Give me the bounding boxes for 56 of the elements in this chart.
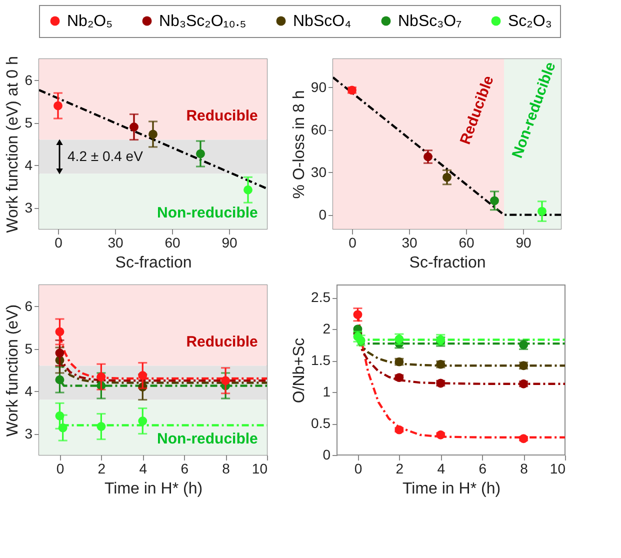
legend-label: NbScO₄	[293, 13, 352, 30]
x-tick-label: 0	[56, 460, 64, 476]
legend-label: Nb₃Sc₂O₁₀.₅	[159, 13, 246, 30]
y-tick-label: 6	[24, 72, 33, 88]
y-tick-label: 3	[24, 425, 33, 442]
y-axis-title: Work function (eV)	[4, 304, 22, 437]
y-tick-label: 3	[24, 199, 33, 216]
y-tick-label: 5	[24, 340, 33, 356]
y-tick-label: 5	[24, 114, 33, 130]
x-tick-label: 2	[98, 460, 106, 476]
y-tick-label: 0	[322, 446, 331, 462]
x-tick-label: 60	[458, 234, 474, 250]
y-tick-label: 2	[322, 320, 331, 337]
y-axis-title: Work function (eV) at 0 h	[4, 56, 22, 233]
x-tick-label: 30	[402, 234, 418, 250]
x-axis-title: Time in H* (h)	[104, 480, 203, 498]
y-tick-label: 0.5	[311, 415, 331, 432]
legend-label: Sc₂O₃	[508, 13, 552, 30]
x-tick-label: 10	[252, 460, 268, 476]
x-tick-label: 8	[222, 460, 230, 476]
y-tick-label: 4	[24, 382, 33, 399]
x-axis-title: Sc-fraction	[409, 254, 486, 272]
x-tick-label: 30	[108, 234, 124, 250]
y-tick-label: 6	[24, 298, 33, 314]
x-tick-label: 90	[222, 234, 238, 250]
band-label: Reducible	[186, 108, 258, 125]
x-tick-label: 0	[354, 460, 362, 476]
x-axis-title: Sc-fraction	[115, 254, 192, 272]
y-tick-label: 1	[322, 384, 331, 400]
x-tick-label: 8	[520, 460, 528, 476]
y-axis-title: O/Nb+Sc	[291, 338, 308, 404]
x-tick-label: 2	[396, 460, 404, 476]
y-tick-label: 90	[310, 78, 327, 95]
x-tick-label: 6	[180, 460, 189, 476]
legend-label: NbSc₃O₇	[398, 13, 462, 30]
x-axis-title: Time in H* (h)	[402, 480, 501, 498]
y-tick-label: 60	[310, 121, 327, 138]
y-tick-label: 30	[310, 164, 327, 180]
y-tick-label: 4	[24, 156, 33, 173]
band-label: Non-reducible	[157, 430, 258, 448]
y-tick-label: 1.5	[311, 352, 331, 368]
y-tick-label: 2.5	[311, 289, 331, 306]
y-tick-label: 0	[318, 206, 327, 222]
x-tick-label: 4	[139, 460, 148, 476]
band-label: 4.2 ± 0.4 eV	[68, 148, 144, 164]
x-tick-label: 0	[54, 234, 63, 250]
x-tick-label: 0	[348, 234, 357, 250]
x-tick-label: 10	[550, 460, 566, 476]
legend-label: Nb₂O₅	[67, 13, 113, 30]
x-tick-label: 4	[437, 460, 446, 476]
band-label: Non-reducible	[157, 204, 258, 222]
x-tick-label: 90	[516, 234, 532, 250]
x-tick-label: 60	[164, 234, 180, 250]
x-tick-label: 6	[478, 460, 487, 476]
band-label: Reducible	[186, 334, 258, 351]
y-axis-title: % O-loss in 8 h	[290, 90, 308, 199]
